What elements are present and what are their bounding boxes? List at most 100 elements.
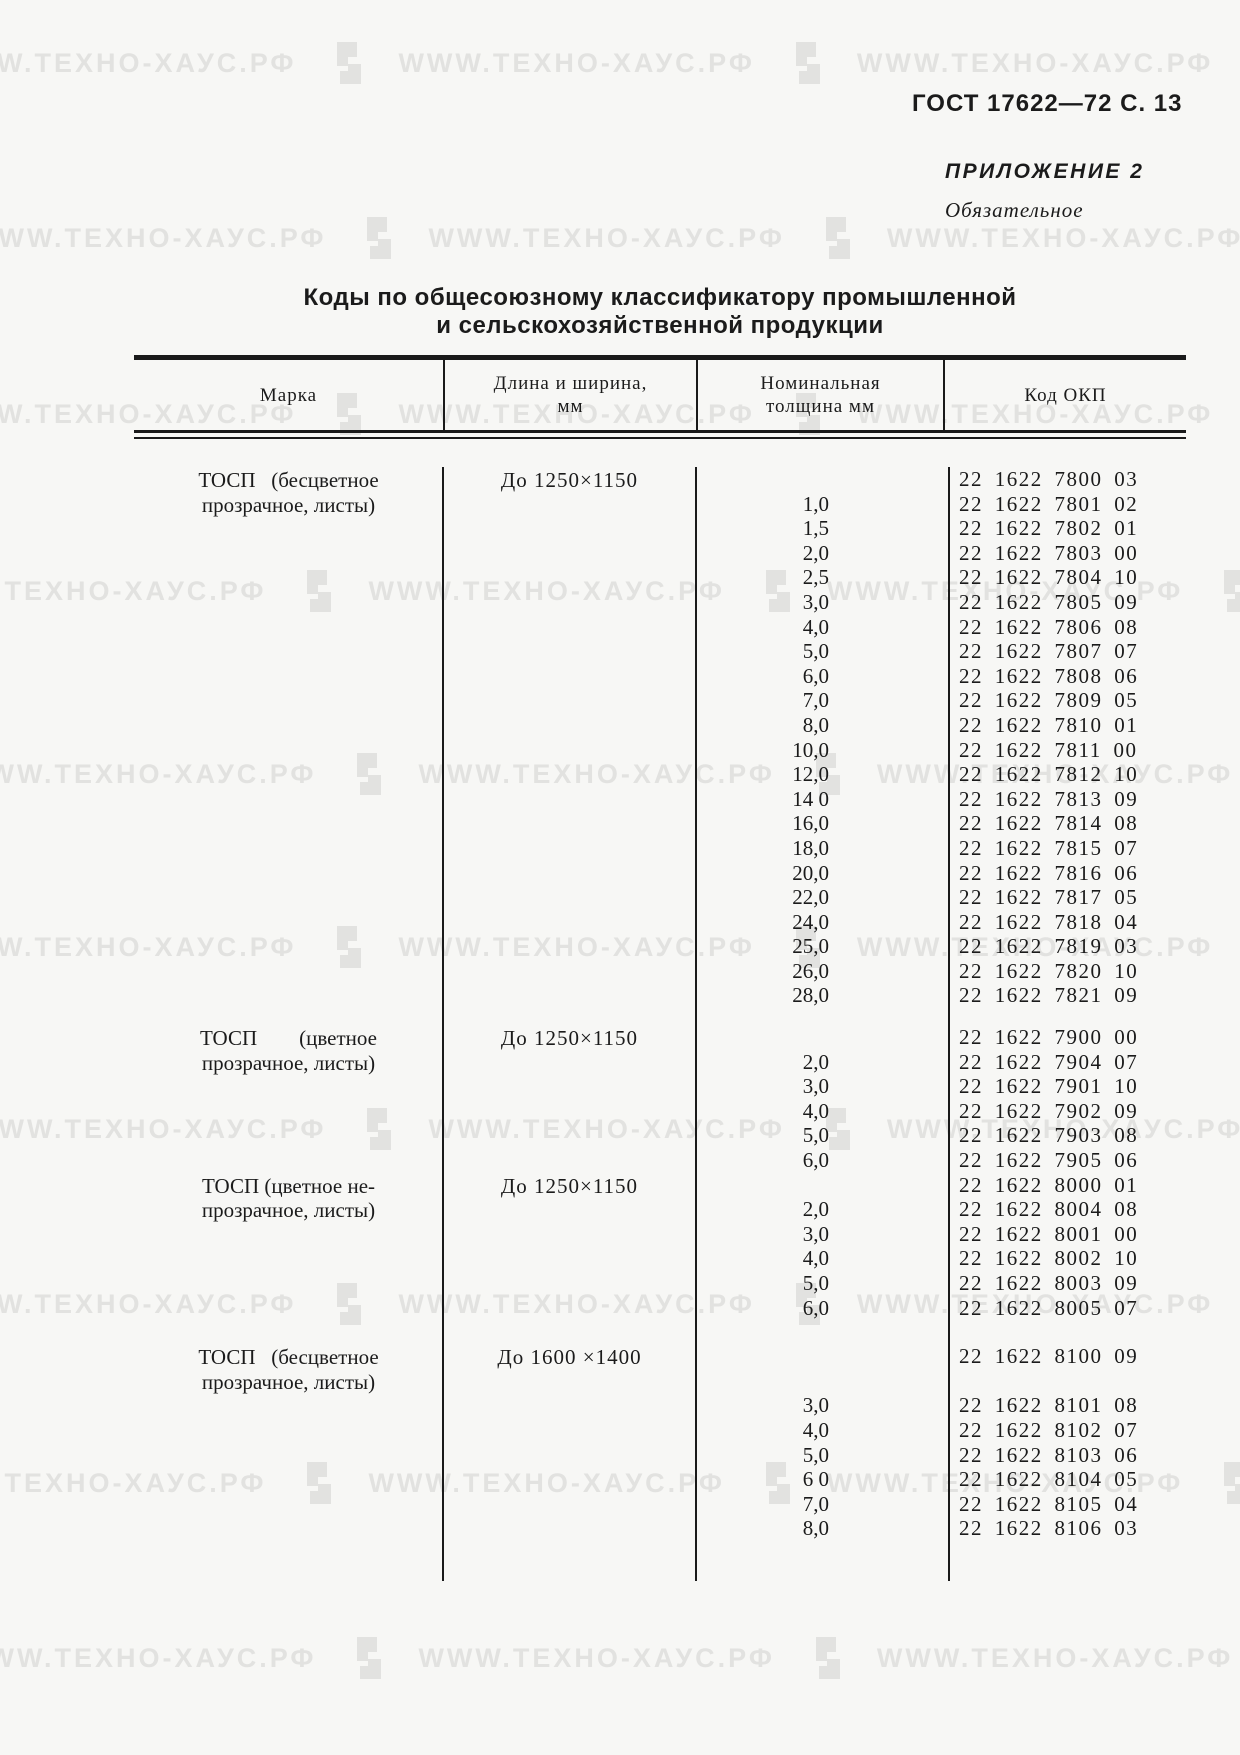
- thickness-value: 24,0: [792, 909, 829, 934]
- column-divider: [695, 467, 697, 1581]
- techno-haus-logo-icon: [357, 753, 382, 795]
- table-title-line1: Коды по общесоюзному классификатору пром…: [303, 284, 1017, 311]
- table-header-divider: [134, 430, 1186, 439]
- watermark-text: WWW.ТЕХНО-ХАУС.РФ: [398, 47, 755, 78]
- okp-code: 22 1622 7820 10: [959, 958, 1139, 983]
- watermark-text: WWW.ТЕХНО-ХАУС.РФ: [0, 1642, 317, 1673]
- okp-code: 22 1622 7819 03: [959, 934, 1139, 959]
- okp-code: 22 1622 7814 08: [959, 811, 1139, 836]
- thickness-value: 1,0: [802, 491, 829, 516]
- okp-code: 22 1622 8103 06: [959, 1442, 1139, 1467]
- okp-code: 22 1622 7802 01: [959, 516, 1139, 541]
- thickness-value: 8,0: [802, 712, 829, 737]
- okp-code: 22 1622 7903 08: [959, 1123, 1139, 1148]
- thickness-value: 5,0: [802, 639, 829, 664]
- techno-haus-logo-icon: [367, 217, 392, 259]
- watermark-text: WWW.ТЕХНО-ХАУС.РФ: [856, 47, 1214, 78]
- okp-code: 22 1622 8101 08: [959, 1393, 1139, 1418]
- okp-code: 22 1622 7807 07: [959, 639, 1139, 664]
- watermark-text: WWW.ТЕХНО-ХАУС.РФ: [398, 398, 755, 429]
- okp-code: 22 1622 7901 10: [959, 1074, 1139, 1099]
- table-title-line2: и сельскохозяйственной продукции: [436, 312, 884, 339]
- techno-haus-logo-icon: [815, 1637, 840, 1679]
- watermark-row: WWW.ТЕХНО-ХАУС.РФ WWW.ТЕХНО-ХАУС.РФ WWW.ТЕ…: [0, 751, 1240, 797]
- table-block: ТОСП (цветное не-прозрачное, листы) До 12…: [134, 1173, 1186, 1321]
- watermark-text: WWW.ТЕХНО-ХАУС.РФ: [368, 575, 725, 606]
- techno-haus-logo-icon: [795, 393, 820, 435]
- okp-code: 22 1622 7800 03: [959, 467, 1139, 491]
- watermark-text: WWW.ТЕХНО-ХАУС.РФ: [876, 1642, 1234, 1673]
- table-block: ТОСП (бесцветное прозрачное, листы) До 160…: [134, 1344, 1186, 1541]
- marka-line2: прозрачное, листы): [201, 1198, 376, 1223]
- okp-code: 22 1622 7816 06: [959, 860, 1139, 885]
- okp-code: 22 1622 8104 05: [959, 1467, 1139, 1492]
- thickness-value: 10,0: [792, 737, 829, 762]
- techno-haus-logo-icon: [795, 42, 820, 84]
- size-cell: До 1600 ×1400: [497, 1345, 642, 1370]
- okp-code-column: 22 1622 7800 03 22 1622 7801 02 22 1622 78…: [943, 467, 1186, 1008]
- okp-code: 22 1622 7813 09: [959, 786, 1139, 811]
- thickness-value: 5,0: [802, 1271, 829, 1295]
- techno-haus-logo-icon: [765, 570, 790, 612]
- thickness-column: 2,0 3,0 4,0 5,0 6,0: [696, 1173, 943, 1321]
- thickness-value: 3,0: [802, 1221, 829, 1246]
- watermark-text: WWW.ТЕХНО-ХАУС.РФ: [0, 1467, 267, 1498]
- column-divider: [442, 467, 444, 1581]
- watermark-text: WWW.ТЕХНО-ХАУС.РФ: [856, 398, 1214, 429]
- thickness-value: 2,0: [802, 1049, 829, 1074]
- column-header-okp-code: Код ОКП: [943, 360, 1186, 430]
- techno-haus-logo-icon: [795, 926, 820, 968]
- thickness-value: 2,0: [802, 540, 829, 565]
- okp-code: 22 1622 8004 08: [959, 1197, 1139, 1222]
- okp-code: 22 1622 8000 01: [959, 1172, 1139, 1197]
- table-block: ТОСП (бесцветное прозрачное, листы) До 125…: [134, 467, 1186, 1008]
- thickness-column: 1,0 1,5 2,0 2,5 3,0 4,0 5,0 6,0 7,0 8,0 10,0 12,0 14…: [696, 467, 943, 1008]
- okp-code: 22 1622 7811 00: [959, 737, 1138, 762]
- marka-line1: ТОСП (бесцветное: [198, 468, 379, 492]
- watermark-text: WWW.ТЕХНО-ХАУС.РФ: [0, 47, 297, 78]
- techno-haus-logo-icon: [367, 1108, 392, 1150]
- okp-code: 22 1622 8102 07: [959, 1417, 1139, 1442]
- column-header-marka-label: Марка: [259, 384, 318, 406]
- size-cell: До 1250×1150: [500, 1173, 639, 1198]
- thickness-value: 2,0: [802, 1197, 829, 1222]
- column-header-thickness-line1: Номинальная: [760, 373, 881, 394]
- okp-code-column: 22 1622 7900 00 22 1622 7904 07 22 1622 79…: [943, 1025, 1186, 1173]
- marka-line1: ТОСП (цветное не-: [201, 1173, 376, 1198]
- okp-code: 22 1622 7905 06: [959, 1148, 1139, 1173]
- okp-code-column: 22 1622 8100 09 22 1622 8101 08 22 1622 81…: [943, 1344, 1186, 1541]
- techno-haus-logo-icon: [795, 1283, 820, 1325]
- marka-cell: ТОСП (бесцветное прозрачное, листы): [134, 467, 443, 1008]
- okp-code-column: 22 1622 8000 01 22 1622 8004 08 22 1622 80…: [943, 1173, 1186, 1321]
- okp-code: 22 1622 8002 10: [959, 1246, 1139, 1271]
- watermark-text: WWW.ТЕХНО-ХАУС.РФ: [856, 931, 1214, 962]
- okp-code: 22 1622 8105 04: [959, 1491, 1139, 1516]
- watermark-row: WWW.ТЕХНО-ХАУС.РФ WWW.ТЕХНО-ХАУС.РФ WWW.ТЕ…: [0, 568, 1240, 614]
- okp-code: 22 1622 8003 09: [959, 1271, 1139, 1295]
- techno-haus-logo-icon: [765, 1462, 790, 1504]
- techno-haus-logo-icon: [825, 217, 850, 259]
- okp-code: 22 1622 8005 07: [959, 1295, 1139, 1320]
- okp-code: 22 1622 7904 07: [959, 1049, 1139, 1074]
- marka-cell: ТОСП (бесцветное прозрачное, листы): [134, 1344, 443, 1541]
- okp-code: 22 1622 7803 00: [959, 540, 1139, 565]
- table-header-row: Марка Длина и ширина, мм Номинальная тол…: [134, 360, 1186, 430]
- watermark-row: WWW.ТЕХНО-ХАУС.РФ WWW.ТЕХНО-ХАУС.РФ WWW.ТЕ…: [0, 391, 1240, 437]
- watermark-row: WWW.ТЕХНО-ХАУС.РФ WWW.ТЕХНО-ХАУС.РФ WWW.ТЕ…: [0, 1106, 1240, 1152]
- column-header-size-line1: Длина и ширина,: [493, 373, 648, 394]
- okp-code: 22 1622 7821 09: [959, 983, 1139, 1008]
- thickness-value: [696, 1173, 829, 1198]
- okp-codes-table: Марка Длина и ширина, мм Номинальная тол…: [134, 355, 1186, 1581]
- appendix-type-label: Обязательное: [945, 198, 1084, 222]
- size-cell: До 1250×1150: [500, 1026, 639, 1051]
- techno-haus-logo-icon: [337, 1283, 362, 1325]
- watermark-text: WWW.ТЕХНО-ХАУС.РФ: [886, 222, 1240, 253]
- watermark-row: WWW.ТЕХНО-ХАУС.РФ WWW.ТЕХНО-ХАУС.РФ WWW.ТЕ…: [0, 1460, 1240, 1506]
- table-top-border: [134, 355, 1186, 360]
- thickness-value: 14 0: [792, 786, 829, 811]
- thickness-value: 28,0: [792, 983, 829, 1008]
- watermark-text: WWW.ТЕХНО-ХАУС.РФ: [886, 1113, 1240, 1144]
- thickness-value: 7,0: [802, 1491, 829, 1516]
- okp-code: 22 1622 7815 07: [959, 835, 1139, 860]
